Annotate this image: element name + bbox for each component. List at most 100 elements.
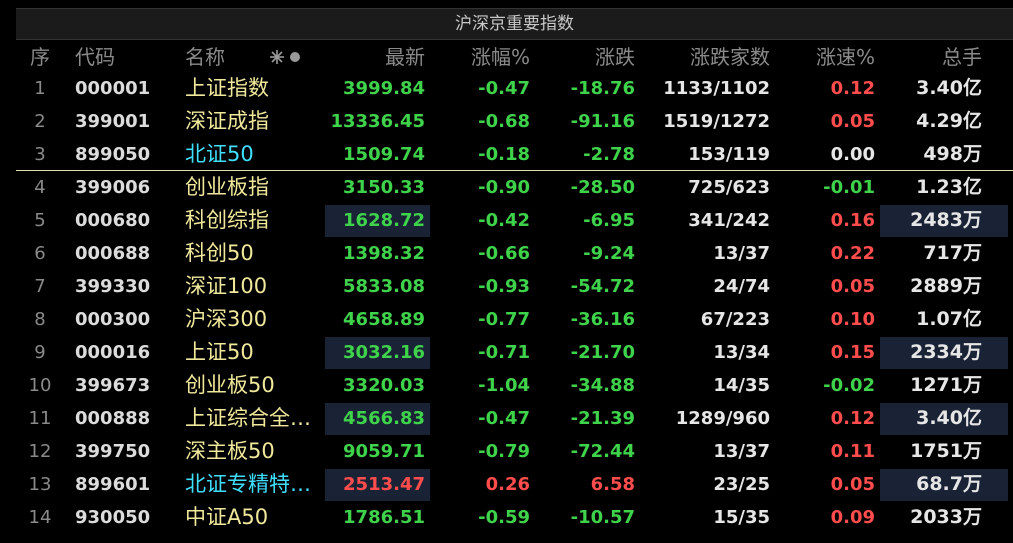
speed-pct: 0.11: [830, 441, 875, 462]
column-header: 涨幅%: [470, 45, 530, 69]
row-number: 12: [28, 441, 52, 462]
column-header: 总手: [942, 45, 982, 69]
change-pct: -0.18: [478, 144, 530, 165]
advance-decline: 341/242: [688, 210, 770, 231]
speed-pct: -0.02: [823, 375, 875, 396]
volume: 3.40亿: [916, 407, 982, 429]
speed-pct: 0.12: [830, 78, 875, 99]
row-number: 1: [34, 78, 46, 99]
volume: 498万: [923, 143, 982, 165]
code: 930050: [75, 507, 151, 528]
change: -18.76: [570, 78, 635, 99]
change-pct: -0.77: [478, 309, 530, 330]
speed-pct: -0.01: [823, 177, 875, 198]
column-header: 名称: [185, 45, 225, 69]
index-name: 科创综指: [185, 208, 269, 232]
change-pct: -0.90: [478, 177, 530, 198]
index-name: 创业板50: [185, 373, 275, 397]
code: 000680: [75, 210, 151, 231]
last-price: 1398.32: [343, 243, 425, 264]
last-price: 9059.71: [343, 441, 425, 462]
code: 399330: [75, 276, 151, 297]
column-header: 序: [30, 45, 50, 69]
change-pct: -0.68: [478, 111, 530, 132]
change: -34.88: [570, 375, 635, 396]
advance-decline: 67/223: [700, 309, 770, 330]
code: 899050: [75, 144, 151, 165]
code: 399006: [75, 177, 151, 198]
column-header: 涨跌家数: [690, 45, 770, 69]
speed-pct: 0.05: [830, 276, 875, 297]
index-name: 中证A50: [185, 505, 269, 529]
change-pct: 0.26: [485, 474, 530, 495]
column-header: 代码: [75, 45, 115, 69]
advance-decline: 15/35: [713, 507, 770, 528]
last-price: 3320.03: [343, 375, 425, 396]
last-price: 3999.84: [343, 78, 425, 99]
advance-decline: 725/623: [688, 177, 770, 198]
volume: 2483万: [910, 209, 982, 231]
change-pct: -0.79: [478, 441, 530, 462]
volume: 2033万: [910, 506, 982, 528]
row-number: 9: [34, 342, 46, 363]
index-name: 沪深300: [185, 307, 268, 331]
row-number: 6: [34, 243, 46, 264]
change: -2.78: [583, 144, 635, 165]
code: 000001: [75, 78, 151, 99]
advance-decline: 14/35: [713, 375, 770, 396]
volume: 1.23亿: [916, 176, 982, 198]
cell-highlight: [880, 337, 1008, 369]
code: 399750: [75, 441, 151, 462]
cell-highlight: [325, 469, 430, 501]
volume: 4.29亿: [916, 110, 982, 132]
speed-pct: 0.00: [830, 144, 875, 165]
last-price: 4566.83: [343, 408, 425, 429]
change-pct: -1.04: [478, 375, 530, 396]
change: -28.50: [570, 177, 635, 198]
row-number: 2: [34, 111, 46, 132]
change-pct: -0.93: [478, 276, 530, 297]
cell-highlight: [325, 205, 430, 237]
change: -36.16: [570, 309, 635, 330]
change: -9.24: [583, 243, 635, 264]
advance-decline: 1133/1102: [663, 78, 770, 99]
volume: 2334万: [910, 341, 982, 363]
cell-highlight: [325, 337, 430, 369]
change-pct: -0.66: [478, 243, 530, 264]
change-pct: -0.47: [478, 78, 530, 99]
index-name: 深证100: [185, 274, 268, 298]
code: 000016: [75, 342, 151, 363]
column-header: 最新: [385, 45, 425, 69]
volume: 1.07亿: [916, 308, 982, 330]
change: -91.16: [570, 111, 635, 132]
last-price: 1628.72: [343, 210, 425, 231]
change-pct: -0.42: [478, 210, 530, 231]
row-number: 7: [34, 276, 46, 297]
advance-decline: 24/74: [713, 276, 770, 297]
code: 399001: [75, 111, 151, 132]
column-icon[interactable]: [270, 48, 304, 66]
change-pct: -0.59: [478, 507, 530, 528]
change: -54.72: [570, 276, 635, 297]
advance-decline: 1289/960: [675, 408, 770, 429]
advance-decline: 13/37: [713, 243, 770, 264]
code: 899601: [75, 474, 151, 495]
cell-highlight: [880, 205, 1008, 237]
index-name: 深主板50: [185, 439, 275, 463]
last-price: 1509.74: [343, 144, 425, 165]
volume: 1751万: [910, 440, 982, 462]
code: 000300: [75, 309, 151, 330]
advance-decline: 1519/1272: [663, 111, 770, 132]
last-price: 2513.47: [343, 474, 425, 495]
index-name: 上证50: [185, 340, 254, 364]
row-number: 5: [34, 210, 46, 231]
advance-decline: 13/37: [713, 441, 770, 462]
speed-pct: 0.12: [830, 408, 875, 429]
speed-pct: 0.05: [830, 111, 875, 132]
change: -21.70: [570, 342, 635, 363]
title-bar: 沪深京重要指数: [16, 8, 1013, 40]
row-number: 10: [28, 375, 52, 396]
advance-decline: 23/25: [713, 474, 770, 495]
panel-title: 沪深京重要指数: [455, 14, 574, 34]
